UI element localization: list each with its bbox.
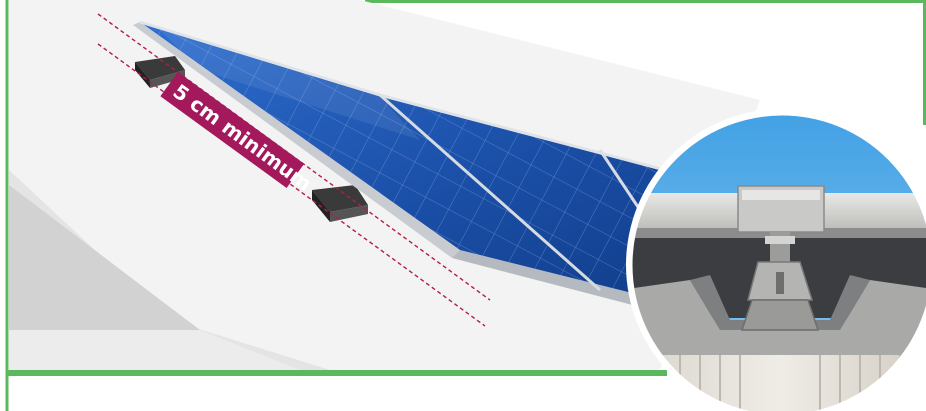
mounting-block-icon (135, 56, 368, 222)
roof-clamp-photo-icon (626, 109, 926, 411)
clearance-guide-lines (97, 13, 491, 327)
solar-panel-array-icon (133, 20, 761, 320)
frame-lines (5, 0, 926, 411)
